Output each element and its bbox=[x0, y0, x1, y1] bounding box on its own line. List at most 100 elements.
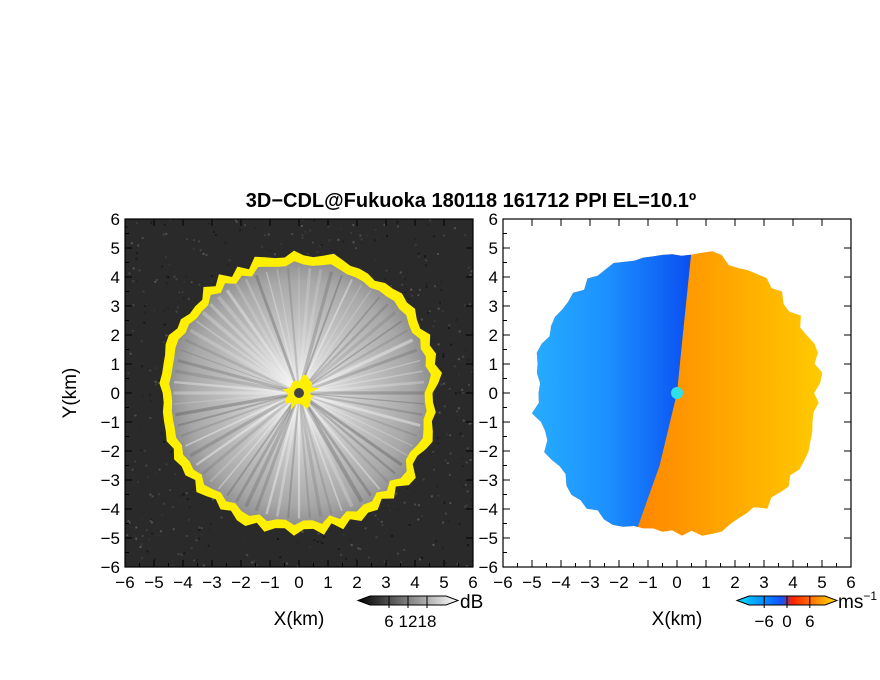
radial-streak bbox=[298, 392, 424, 405]
noise-speck bbox=[161, 513, 164, 516]
noise-speck bbox=[300, 225, 303, 227]
noise-speck bbox=[166, 275, 169, 278]
noise-speck bbox=[143, 449, 146, 452]
radial-streak bbox=[297, 311, 397, 395]
noise-speck bbox=[147, 303, 150, 306]
noise-speck bbox=[155, 278, 158, 281]
radial-streak bbox=[298, 392, 381, 490]
radial-streak bbox=[217, 392, 300, 490]
noise-speck bbox=[443, 405, 446, 408]
noise-speck bbox=[313, 219, 316, 222]
noise-speck bbox=[194, 535, 197, 538]
radial-streak bbox=[298, 391, 403, 467]
noise-speck bbox=[202, 252, 205, 255]
noise-speck bbox=[385, 528, 388, 531]
noise-speck bbox=[182, 493, 185, 496]
noise-speck bbox=[428, 310, 431, 313]
noise-speck bbox=[435, 540, 438, 543]
radial-streak bbox=[297, 392, 311, 518]
noise-speck bbox=[460, 473, 463, 475]
noise-speck bbox=[169, 489, 172, 492]
noise-speck bbox=[459, 432, 462, 435]
noise-speck bbox=[447, 519, 450, 522]
noise-speck bbox=[181, 291, 184, 294]
noise-speck bbox=[425, 259, 427, 262]
noise-speck bbox=[135, 252, 138, 255]
noise-speck bbox=[467, 266, 470, 269]
noise-speck bbox=[383, 278, 386, 281]
noise-speck bbox=[455, 455, 458, 458]
noise-speck bbox=[145, 464, 148, 467]
noise-speck bbox=[469, 256, 471, 259]
noise-speck bbox=[185, 492, 188, 495]
noise-speck bbox=[417, 252, 420, 255]
noise-speck bbox=[417, 294, 420, 297]
noise-speck bbox=[309, 229, 312, 232]
radial-streak bbox=[189, 391, 300, 458]
x-tick-label: −3 bbox=[202, 573, 221, 592]
noise-speck bbox=[364, 527, 367, 530]
radial-streak bbox=[298, 380, 425, 395]
noise-speck bbox=[352, 241, 355, 244]
noise-speck bbox=[128, 272, 131, 275]
noise-speck bbox=[211, 277, 214, 280]
noise-speck bbox=[447, 327, 450, 330]
noise-speck bbox=[457, 407, 460, 410]
noise-speck bbox=[399, 271, 402, 274]
noise-speck bbox=[134, 414, 137, 417]
noise-speck bbox=[137, 541, 140, 544]
noise-speck bbox=[149, 519, 152, 522]
colorbar-tick-label: 12 bbox=[399, 612, 418, 631]
noise-speck bbox=[135, 537, 138, 540]
noise-speck bbox=[342, 534, 345, 537]
noise-speck bbox=[454, 392, 457, 395]
noise-speck bbox=[135, 279, 138, 282]
x-tick-label: −3 bbox=[580, 573, 599, 592]
noise-speck bbox=[149, 493, 152, 496]
radial-streak bbox=[298, 392, 343, 512]
noise-speck bbox=[391, 534, 394, 537]
noise-speck bbox=[163, 309, 166, 312]
noise-speck bbox=[154, 311, 157, 314]
noise-speck bbox=[419, 244, 422, 247]
noise-speck bbox=[461, 435, 464, 438]
y-tick-label: −2 bbox=[479, 442, 498, 461]
radial-streak bbox=[254, 392, 301, 512]
radial-streak bbox=[195, 392, 300, 466]
noise-speck bbox=[301, 530, 304, 533]
x-axis-title-right: X(km) bbox=[652, 609, 703, 630]
noise-speck bbox=[141, 237, 144, 240]
noise-speck bbox=[165, 232, 168, 235]
noise-speck bbox=[421, 556, 424, 559]
noise-speck bbox=[448, 491, 451, 494]
noise-speck bbox=[444, 459, 447, 462]
plot-area bbox=[125, 219, 473, 567]
noise-speck bbox=[211, 498, 214, 501]
noise-speck bbox=[376, 237, 379, 239]
noise-speck bbox=[467, 544, 470, 547]
y-tick-label: −2 bbox=[101, 442, 120, 461]
radial-streak bbox=[297, 267, 312, 394]
radial-streak bbox=[234, 283, 301, 394]
noise-speck bbox=[146, 550, 149, 553]
noise-speck bbox=[199, 249, 202, 252]
noise-speck bbox=[129, 352, 132, 355]
y-tick-label: 5 bbox=[111, 239, 120, 258]
noise-speck bbox=[149, 369, 152, 372]
noise-speck bbox=[449, 502, 452, 505]
noise-speck bbox=[175, 310, 178, 313]
colorbar-tick-label: 6 bbox=[384, 612, 393, 631]
noise-speck bbox=[154, 472, 157, 475]
noise-speck bbox=[306, 252, 309, 255]
noise-speck bbox=[328, 239, 331, 242]
noise-speck bbox=[304, 230, 307, 233]
noise-speck bbox=[441, 376, 443, 379]
noise-speck bbox=[443, 300, 446, 303]
noise-speck bbox=[456, 563, 459, 565]
y-tick-label: −1 bbox=[101, 413, 120, 432]
noise-speck bbox=[319, 245, 322, 248]
noise-speck bbox=[168, 263, 171, 266]
noise-speck bbox=[421, 515, 423, 517]
noise-speck bbox=[130, 242, 133, 245]
